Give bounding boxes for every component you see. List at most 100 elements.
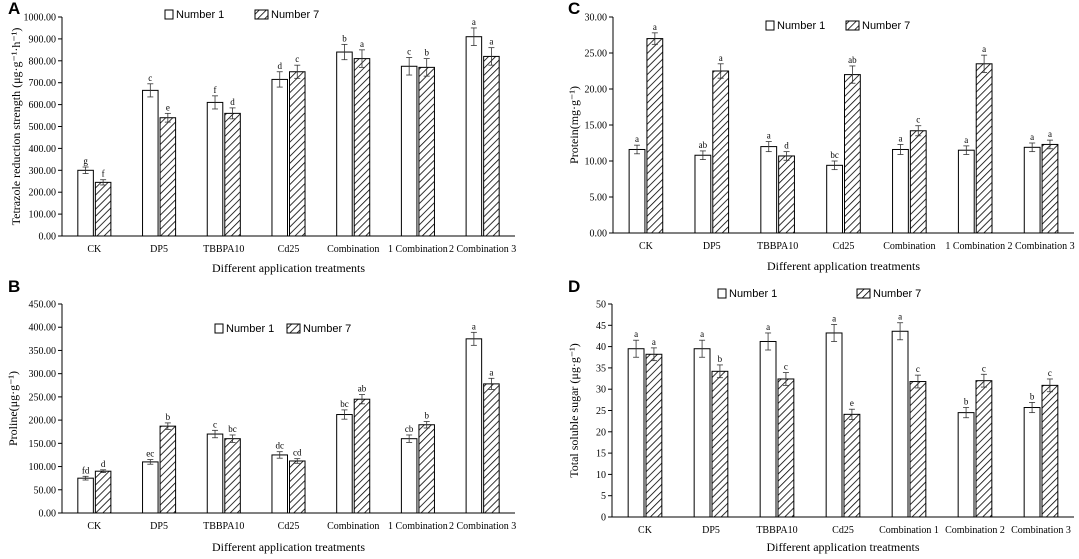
panel-letter: C bbox=[568, 0, 580, 18]
x-tick-label: 2 Combination 3 bbox=[449, 521, 516, 532]
significance-letter: e bbox=[166, 102, 170, 112]
bar-number-1 bbox=[336, 51, 353, 237]
bar-number-1 bbox=[891, 330, 909, 518]
bar-number-1 bbox=[957, 412, 975, 518]
significance-letter: c bbox=[213, 419, 217, 429]
bar-number-1 bbox=[1023, 146, 1041, 234]
x-tick-label: CK bbox=[87, 521, 102, 532]
y-tick-label: 300.00 bbox=[29, 166, 57, 177]
significance-letter: b bbox=[166, 412, 171, 422]
bar-number-7 bbox=[483, 383, 500, 514]
y-tick-label: 20 bbox=[596, 427, 606, 438]
y-tick-label: 600.00 bbox=[29, 100, 57, 111]
x-axis-title: Different application treatments bbox=[767, 259, 920, 273]
y-tick-label: 350.00 bbox=[29, 346, 57, 357]
panel-letter: A bbox=[8, 0, 20, 18]
bar-number-1 bbox=[759, 340, 777, 518]
legend-swatch-number-7 bbox=[286, 323, 301, 334]
x-tick-label: DP5 bbox=[702, 525, 720, 536]
bar-number-1 bbox=[760, 146, 778, 234]
bar-number-7 bbox=[418, 66, 435, 237]
significance-letter: a bbox=[634, 329, 638, 339]
x-tick-label: 2 Combination 3 bbox=[449, 244, 516, 255]
y-tick-label: 35 bbox=[596, 363, 606, 374]
bar-number-7 bbox=[224, 438, 241, 514]
bar-number-7 bbox=[844, 74, 861, 234]
y-tick-label: 400.00 bbox=[29, 144, 57, 155]
legend: Number 1 Number 7 bbox=[164, 9, 319, 21]
y-tick-label: 5.00 bbox=[590, 193, 608, 204]
significance-letter: a bbox=[472, 17, 476, 27]
significance-letter: a bbox=[489, 37, 493, 47]
y-tick-label: 15 bbox=[596, 449, 606, 460]
bar-number-7 bbox=[159, 117, 177, 237]
significance-letter: f bbox=[102, 169, 105, 179]
x-tick-label: Combination bbox=[327, 521, 379, 532]
significance-letter: c bbox=[916, 364, 920, 374]
significance-letter: a bbox=[700, 329, 704, 339]
x-tick-label: Cd25 bbox=[832, 525, 854, 536]
legend-label-number-7: Number 7 bbox=[873, 288, 921, 300]
bar-number-1 bbox=[957, 149, 975, 234]
y-axis-title: Tetrazole reduction strength (μg·g⁻¹·h⁻¹… bbox=[9, 28, 23, 226]
legend-swatch-number-1 bbox=[765, 20, 775, 31]
bar-number-7 bbox=[159, 425, 177, 514]
y-tick-label: 50.00 bbox=[34, 485, 57, 496]
significance-letter: a bbox=[767, 131, 771, 141]
bar-number-1 bbox=[142, 89, 159, 237]
bar-number-7 bbox=[224, 112, 241, 237]
significance-letter: a bbox=[1048, 129, 1052, 139]
chart-panel-d: D 0 5 10 15 20 25 30 35 40 45 50 Total soluble sugar… bbox=[567, 277, 1074, 554]
significance-letter: a bbox=[489, 367, 493, 377]
x-axis-title: Different application treatments bbox=[766, 540, 919, 554]
significance-letter: a bbox=[766, 322, 770, 332]
significance-letter: d bbox=[784, 141, 789, 151]
legend-label-number-7: Number 7 bbox=[271, 9, 319, 21]
significance-letter: c bbox=[148, 73, 152, 83]
x-tick-label: TBBPA10 bbox=[203, 521, 244, 532]
bar-number-1 bbox=[628, 148, 646, 234]
y-tick-label: 0.00 bbox=[39, 509, 57, 520]
significance-letter: cd bbox=[293, 448, 302, 458]
y-tick-label: 30.00 bbox=[585, 13, 608, 24]
bar-number-7 bbox=[1041, 384, 1059, 518]
legend-swatch-number-1 bbox=[214, 323, 224, 334]
legend-swatch-number-1 bbox=[717, 288, 727, 299]
bar-number-7 bbox=[909, 381, 927, 518]
significance-letter: dc bbox=[275, 441, 284, 451]
bar-number-1 bbox=[693, 348, 711, 518]
y-tick-label: 800.00 bbox=[29, 56, 57, 67]
significance-letter: c bbox=[407, 47, 411, 57]
legend-label-number-7: Number 7 bbox=[862, 20, 910, 32]
significance-letter: fd bbox=[82, 465, 90, 475]
significance-letter: c bbox=[1048, 368, 1052, 378]
y-tick-label: 200.00 bbox=[29, 188, 57, 199]
bar-number-1 bbox=[826, 164, 843, 234]
bar-number-1 bbox=[206, 101, 224, 237]
significance-letter: b bbox=[424, 411, 429, 421]
bar-number-1 bbox=[694, 154, 712, 234]
significance-letter: a bbox=[635, 134, 639, 144]
significance-letter: bc bbox=[228, 424, 237, 434]
significance-letter: a bbox=[472, 321, 476, 331]
legend-swatch-number-7 bbox=[845, 20, 860, 31]
significance-letter: ab bbox=[699, 140, 708, 150]
y-tick-label: 250.00 bbox=[29, 392, 57, 403]
y-tick-label: 45 bbox=[596, 321, 606, 332]
y-tick-label: 0.00 bbox=[39, 232, 57, 243]
significance-letter: d bbox=[230, 97, 235, 107]
bar-number-7 bbox=[94, 470, 112, 514]
panel-letter: B bbox=[8, 277, 20, 296]
significance-letter: a bbox=[652, 337, 656, 347]
significance-letter: a bbox=[898, 312, 902, 322]
x-tick-label: Combination bbox=[327, 244, 379, 255]
bar-number-1 bbox=[892, 148, 909, 234]
x-tick-label: 1 Combination bbox=[388, 244, 448, 255]
x-tick-label: DP5 bbox=[150, 521, 168, 532]
y-tick-label: 500.00 bbox=[29, 122, 57, 133]
significance-letter: b bbox=[1030, 391, 1035, 401]
bar-number-7 bbox=[483, 55, 500, 237]
significance-letter: bc bbox=[340, 399, 349, 409]
chart-panel-c: C 0.00 5.00 10.00 15.00 20.00 25.00 30.00 Protei… bbox=[567, 0, 1075, 273]
bar-number-7 bbox=[975, 63, 993, 234]
